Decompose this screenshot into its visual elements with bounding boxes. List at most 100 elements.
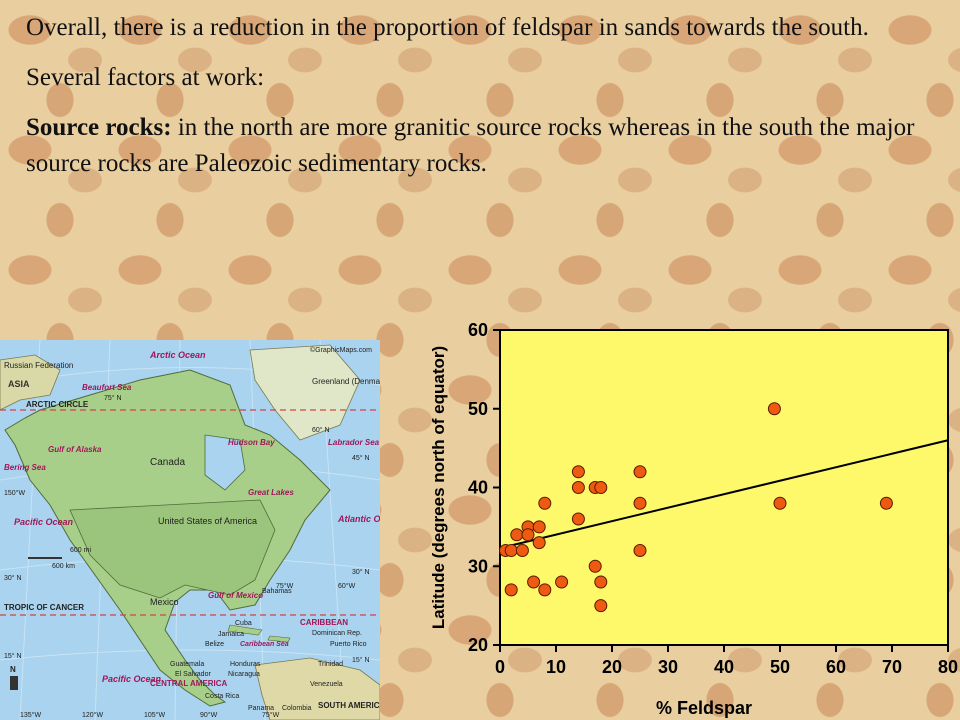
map-coord-30n-right: 30° N: [352, 568, 370, 576]
x-tick-label: 40: [714, 657, 734, 677]
data-point: [571, 481, 585, 494]
data-point: [504, 544, 518, 557]
data-point: [571, 512, 585, 526]
y-axis-label: Latitude (degrees north of equator): [429, 346, 448, 629]
map-label-caribbean: CARIBBEAN: [300, 618, 348, 627]
y-tick-label: 20: [468, 635, 488, 655]
y-tick-label: 40: [468, 478, 488, 498]
map-label-arctic-ocean: Arctic Ocean: [149, 350, 206, 360]
map-label-gulf-of-mexico: Gulf of Mexico: [208, 591, 263, 600]
data-point: [594, 575, 608, 589]
map-credit: ©GraphicMaps.com: [310, 346, 372, 354]
map-coord-60n-right: 60° N: [312, 426, 330, 434]
map-label-pacific-ocean-south: Pacific Ocean: [102, 674, 162, 684]
data-point: [588, 559, 602, 573]
map-label-central-america: CENTRAL AMERICA: [150, 679, 228, 688]
data-point: [773, 496, 787, 510]
x-tick-label: 80: [938, 657, 958, 677]
x-axis-ticks: 0 10 20 30 40 50 60 70 80: [495, 645, 958, 677]
map-coord-75w: 75°W: [262, 711, 280, 719]
map-label-nicaragua: Nicaragua: [228, 671, 260, 678]
data-point: [504, 583, 518, 597]
map-coord-15n: 15° N: [4, 652, 22, 660]
map-label-tropic-of-cancer: TROPIC OF CANCER: [4, 603, 84, 612]
trendline: [499, 439, 949, 550]
x-tick-label: 0: [495, 657, 505, 677]
x-tick-label: 60: [826, 657, 846, 677]
x-axis-label: % Feldspar: [656, 698, 752, 718]
north-america-map: ©GraphicMaps.com Arctic Ocean Russian Fe…: [0, 340, 380, 720]
map-label-canada: Canada: [150, 457, 185, 468]
x-tick-label: 20: [602, 657, 622, 677]
map-label-labrador-sea: Labrador Sea: [328, 438, 380, 447]
map-label-jamaica: Jamaica: [218, 631, 244, 638]
data-points: [499, 402, 893, 613]
data-point: [633, 496, 647, 510]
map-hudson-bay: [204, 434, 246, 491]
map-label-dominican-rep: Dominican Rep.: [312, 630, 362, 637]
x-tick-label: 50: [770, 657, 790, 677]
map-label-united-states: United States of America: [158, 516, 257, 526]
map-label-costa-rica: Costa Rica: [205, 693, 239, 700]
map-coord-30n: 30° N: [4, 574, 22, 582]
map-label-el-salvador: El Salvador: [175, 671, 211, 678]
map-label-bering-sea: Bering Sea: [4, 463, 46, 472]
source-rocks-label: Source rocks:: [26, 114, 172, 141]
map-label-hudson-bay: Hudson Bay: [228, 438, 275, 447]
map-coord-45n-right: 45° N: [352, 454, 370, 462]
data-point: [633, 544, 647, 557]
map-label-arctic-circle: ARCTIC CIRCLE: [26, 400, 89, 409]
map-label-venezuela: Venezuela: [310, 681, 343, 688]
data-point: [571, 465, 585, 479]
factors-heading: Several factors at work:: [26, 64, 265, 91]
map-greenland-land: [249, 344, 361, 441]
x-tick-label: 70: [882, 657, 902, 677]
map-svg: ©GraphicMaps.com Arctic Ocean Russian Fe…: [0, 340, 380, 720]
map-label-south-america: SOUTH AMERICA: [318, 701, 380, 710]
data-point: [532, 520, 546, 534]
map-label-caribbean-sea: Caribbean Sea: [240, 641, 289, 648]
map-label-bahamas: Bahamas: [262, 588, 292, 595]
y-axis-ticks: 20 30 40 50 60: [468, 320, 500, 655]
data-point: [879, 496, 893, 510]
source-rocks-text: in the north are more granitic source ro…: [26, 114, 915, 177]
y-tick-label: 50: [468, 399, 488, 419]
map-label-russian-federation: Russian Federation: [4, 361, 73, 370]
data-point: [767, 402, 781, 416]
map-usa-region: [69, 499, 276, 599]
map-scale-km: 600 km: [52, 563, 75, 570]
data-point: [538, 583, 552, 597]
x-tick-label: 30: [658, 657, 678, 677]
data-point: [515, 544, 529, 557]
map-coord-75n-top: 75° N: [104, 394, 122, 402]
feldspar-latitude-chart: 0 10 20 30 40 50 60 70 80 20 30 40 50 60 % Feldspar …: [420, 305, 960, 720]
map-coord-105w: 105°W: [144, 711, 165, 719]
map-asia-land: [0, 354, 61, 411]
map-label-cuba: Cuba: [235, 620, 252, 627]
data-point: [594, 599, 608, 613]
map-scale-mi: 600 mi: [70, 547, 91, 554]
map-north-label: N: [10, 665, 16, 674]
source-rocks-paragraph: Source rocks: in the north are more gran…: [26, 110, 926, 182]
map-south-america-land: [254, 657, 380, 720]
intro-statement: Overall, there is a reduction in the pro…: [26, 14, 869, 41]
map-coord-135w: 135°W: [20, 711, 41, 719]
map-coord-120w: 120°W: [82, 711, 103, 719]
map-coord-75w-right: 75°W: [276, 582, 294, 590]
map-label-greenland: Greenland (Denmark): [312, 377, 380, 386]
data-point: [555, 575, 569, 589]
map-label-gulf-of-alaska: Gulf of Alaska: [48, 445, 102, 454]
slide-text: Overall, there is a reduction in the pro…: [26, 10, 926, 196]
map-coord-60w-right: 60°W: [338, 582, 356, 590]
map-label-guatemala: Guatemala: [170, 661, 204, 668]
map-coord-15n-right: 15° N: [352, 656, 370, 664]
map-label-puerto-rico: Puerto Rico: [330, 641, 367, 648]
data-point: [510, 528, 524, 542]
map-label-honduras: Honduras: [230, 661, 261, 668]
map-caribbean-islands: [227, 624, 291, 643]
data-point: [527, 575, 541, 589]
y-tick-label: 30: [468, 556, 488, 576]
data-point: [633, 465, 647, 479]
map-label-beaufort-sea: Beaufort Sea: [82, 383, 132, 392]
